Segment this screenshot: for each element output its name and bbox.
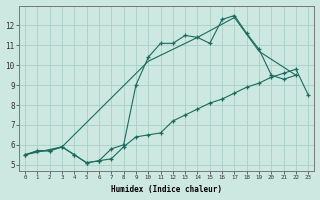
X-axis label: Humidex (Indice chaleur): Humidex (Indice chaleur) <box>111 185 222 194</box>
